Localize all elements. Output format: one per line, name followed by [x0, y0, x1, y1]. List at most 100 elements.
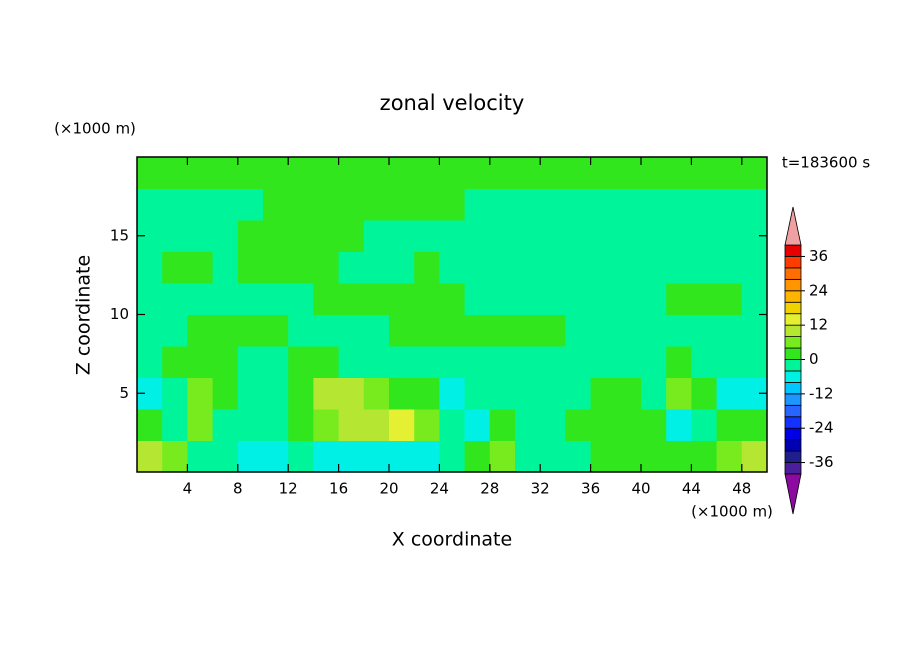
contour-cell — [389, 314, 415, 347]
contour-cell — [288, 346, 314, 378]
contour-cell — [237, 314, 264, 347]
contour-cell — [540, 283, 566, 315]
colorbar-box — [784, 324, 802, 337]
contour-cell — [590, 157, 617, 189]
contour-cell — [540, 157, 566, 189]
contour-cell — [590, 377, 617, 410]
contour-cell — [414, 409, 440, 441]
contour-cell — [338, 251, 365, 284]
contour-cell — [237, 251, 264, 284]
contour-cell — [565, 157, 592, 189]
contour-cell — [313, 188, 340, 221]
contour-cell — [263, 377, 289, 410]
colorbar-box — [784, 439, 802, 452]
contour-cell — [212, 314, 239, 347]
colorbar-tick-label: 24 — [809, 281, 828, 299]
contour-cell — [288, 377, 314, 410]
contour-cell — [137, 409, 163, 441]
contour-cell — [741, 283, 768, 315]
contour-cell — [565, 377, 592, 410]
contour-cell — [515, 377, 541, 410]
contour-cell — [489, 409, 516, 441]
contour-cell — [716, 283, 743, 315]
contour-cell — [540, 314, 566, 347]
contour-cell — [515, 409, 541, 441]
contour-cell — [565, 409, 592, 441]
contour-cell — [237, 377, 264, 410]
contour-cell — [515, 346, 541, 378]
contour-cell — [414, 188, 440, 221]
colorbar-tick-label: -12 — [809, 384, 834, 402]
contour-cell — [389, 157, 415, 189]
y-tick-label: 15 — [110, 226, 129, 244]
contour-cell — [565, 314, 592, 347]
contour-cell — [212, 251, 239, 284]
contour-cell — [389, 346, 415, 378]
contour-cell — [666, 409, 692, 441]
contour-cell — [666, 157, 692, 189]
contour-cell — [363, 409, 390, 441]
contour-cell — [741, 188, 768, 221]
contour-cell — [691, 283, 718, 315]
contour-cell — [162, 188, 188, 221]
contour-cell — [540, 346, 566, 378]
contour-cell — [439, 188, 466, 221]
contour-cell — [212, 377, 239, 410]
contour-cell — [263, 188, 289, 221]
colorbar-box — [784, 381, 802, 395]
contour-cell — [741, 409, 768, 441]
x-tick-label: 48 — [732, 480, 751, 498]
contour-cell — [464, 314, 491, 347]
x-tick-label: 20 — [379, 480, 398, 498]
contour-cell — [338, 157, 365, 189]
y-tick-label: 5 — [119, 384, 129, 402]
contour-cell — [439, 440, 466, 473]
contour-cell — [641, 157, 667, 189]
colorbar-box — [784, 404, 802, 418]
colorbar-box — [784, 290, 802, 303]
contour-cell — [615, 157, 642, 189]
contour-cell — [363, 440, 390, 473]
contour-cell — [187, 188, 214, 221]
contour-cell — [414, 251, 440, 284]
contour-cell — [565, 220, 592, 252]
contour-cell — [615, 409, 642, 441]
contour-cell — [590, 220, 617, 252]
x-tick-label: 44 — [682, 480, 701, 498]
contour-cell — [666, 283, 692, 315]
contour-cell — [590, 440, 617, 473]
contour-cell — [338, 346, 365, 378]
contour-cell — [263, 157, 289, 189]
contour-cell — [389, 440, 415, 473]
y-tick-label: 10 — [110, 305, 129, 323]
contour-cell — [313, 377, 340, 410]
contour-cell — [212, 346, 239, 378]
contour-cell — [489, 188, 516, 221]
contour-cell — [263, 440, 289, 473]
contour-cell — [540, 251, 566, 284]
contour-cell — [489, 220, 516, 252]
y-unit-label: (×1000 m) — [54, 120, 136, 138]
contour-cell — [741, 251, 768, 284]
contour-cell — [666, 377, 692, 410]
colorbar-box — [784, 313, 802, 326]
contour-cell — [187, 409, 214, 441]
contour-cell — [338, 440, 365, 473]
contour-cell — [439, 377, 466, 410]
x-tick-label: 40 — [631, 480, 650, 498]
contour-cell — [691, 314, 718, 347]
contour-cell — [590, 314, 617, 347]
x-unit-label: (×1000 m) — [691, 503, 773, 521]
contour-cell — [162, 220, 188, 252]
contour-cell — [162, 314, 188, 347]
contour-cell — [515, 188, 541, 221]
contour-cell — [338, 314, 365, 347]
contour-cell — [515, 314, 541, 347]
x-tick-label: 24 — [430, 480, 449, 498]
contour-cell — [237, 220, 264, 252]
contour-cell — [716, 157, 743, 189]
contour-cell — [162, 346, 188, 378]
contour-cell — [389, 283, 415, 315]
contour-cell — [288, 440, 314, 473]
